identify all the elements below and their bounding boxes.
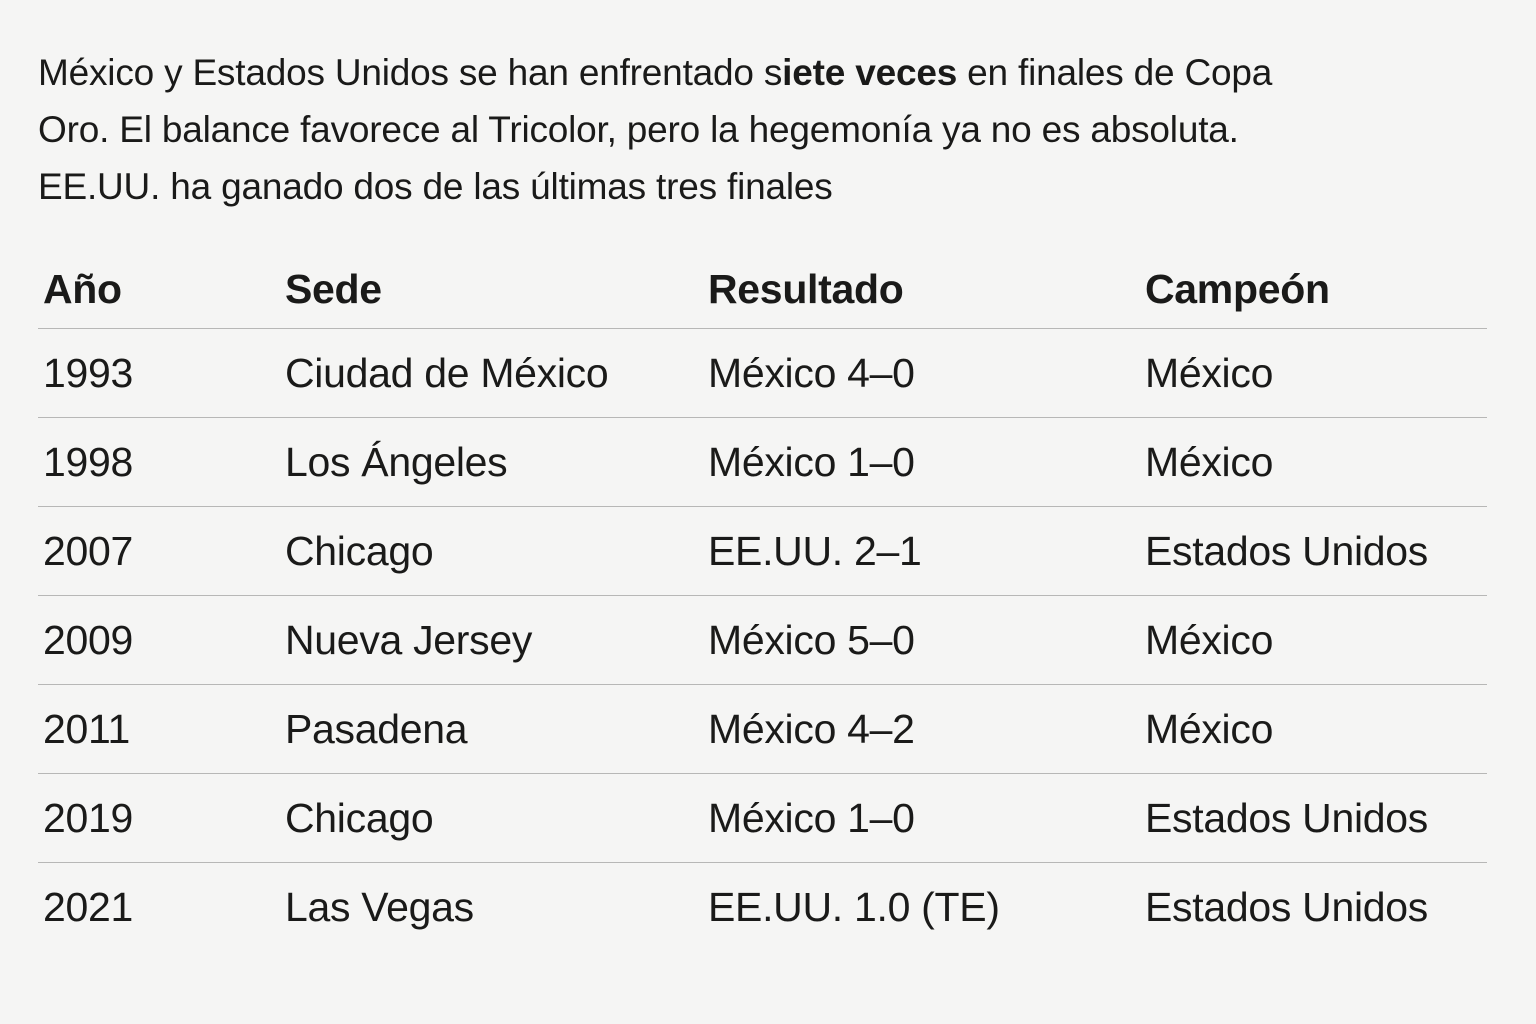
table-body: 1993 Ciudad de México México 4–0 México … xyxy=(38,328,1487,951)
table-cell-venue: Ciudad de México xyxy=(285,349,609,396)
table-cell-venue: Pasadena xyxy=(285,705,468,752)
table-cell-year: 1998 xyxy=(43,438,134,485)
table-cell-year: 2011 xyxy=(43,705,130,752)
finals-table: Año Sede Resultado Campeón 1993 Ciudad d… xyxy=(38,250,1487,951)
table-cell-venue: Chicago xyxy=(285,527,434,574)
table-cell-result: México 4–0 xyxy=(708,349,915,396)
table-cell-champion: México xyxy=(1145,438,1274,485)
intro-line-2: Oro. El balance favorece al Tricolor, pe… xyxy=(38,109,1239,150)
table-cell-result: México 1–0 xyxy=(708,438,915,485)
column-header-champion: Campeón xyxy=(1145,265,1330,312)
table-row: 1993 Ciudad de México México 4–0 México xyxy=(38,328,1487,417)
table-cell-champion: Estados Unidos xyxy=(1145,527,1428,574)
table-row: 2009 Nueva Jersey México 5–0 México xyxy=(38,595,1487,684)
table-cell-champion: México xyxy=(1145,705,1274,752)
table-cell-venue: Las Vegas xyxy=(285,883,474,930)
table-cell-result: México 5–0 xyxy=(708,616,915,663)
table-header-row: Año Sede Resultado Campeón xyxy=(38,250,1487,328)
table-row: 2007 Chicago EE.UU. 2–1 Estados Unidos xyxy=(38,506,1487,595)
column-header-venue: Sede xyxy=(285,265,382,312)
page: México y Estados Unidos se han enfrentad… xyxy=(0,44,1536,951)
table-cell-champion: Estados Unidos xyxy=(1145,883,1428,930)
intro-line-1-post: en finales de Copa xyxy=(957,52,1273,93)
table-cell-result: México 4–2 xyxy=(708,705,915,752)
table-cell-year: 1993 xyxy=(43,349,134,396)
table-cell-venue: Nueva Jersey xyxy=(285,616,533,663)
table-cell-year: 2009 xyxy=(43,616,134,663)
table-cell-year: 2019 xyxy=(43,794,134,841)
intro-text: México y Estados Unidos se han enfrentad… xyxy=(38,44,1487,215)
table-row: 2011 Pasadena México 4–2 México xyxy=(38,684,1487,773)
table-cell-year: 2021 xyxy=(43,883,134,930)
table-row: 1998 Los Ángeles México 1–0 México xyxy=(38,417,1487,506)
table-cell-result: EE.UU. 2–1 xyxy=(708,527,922,574)
table-row: 2019 Chicago México 1–0 Estados Unidos xyxy=(38,773,1487,862)
table-cell-champion: Estados Unidos xyxy=(1145,794,1428,841)
intro-highlight: iete veces xyxy=(782,52,958,93)
intro-line-3: EE.UU. ha ganado dos de las últimas tres… xyxy=(38,166,833,207)
table-row: 2021 Las Vegas EE.UU. 1.0 (TE) Estados U… xyxy=(38,862,1487,951)
intro-line-1-pre: México y Estados Unidos se han enfrentad… xyxy=(38,52,783,93)
table-cell-result: EE.UU. 1.0 (TE) xyxy=(708,883,1000,930)
table-cell-venue: Los Ángeles xyxy=(285,438,508,485)
table-cell-year: 2007 xyxy=(43,527,134,574)
table-cell-champion: México xyxy=(1145,616,1274,663)
table-cell-venue: Chicago xyxy=(285,794,434,841)
column-header-result: Resultado xyxy=(708,265,904,312)
table-cell-result: México 1–0 xyxy=(708,794,915,841)
column-header-year: Año xyxy=(43,265,122,312)
table-cell-champion: México xyxy=(1145,349,1274,396)
intro-line-1: México y Estados Unidos se han enfrentad… xyxy=(38,44,1487,101)
